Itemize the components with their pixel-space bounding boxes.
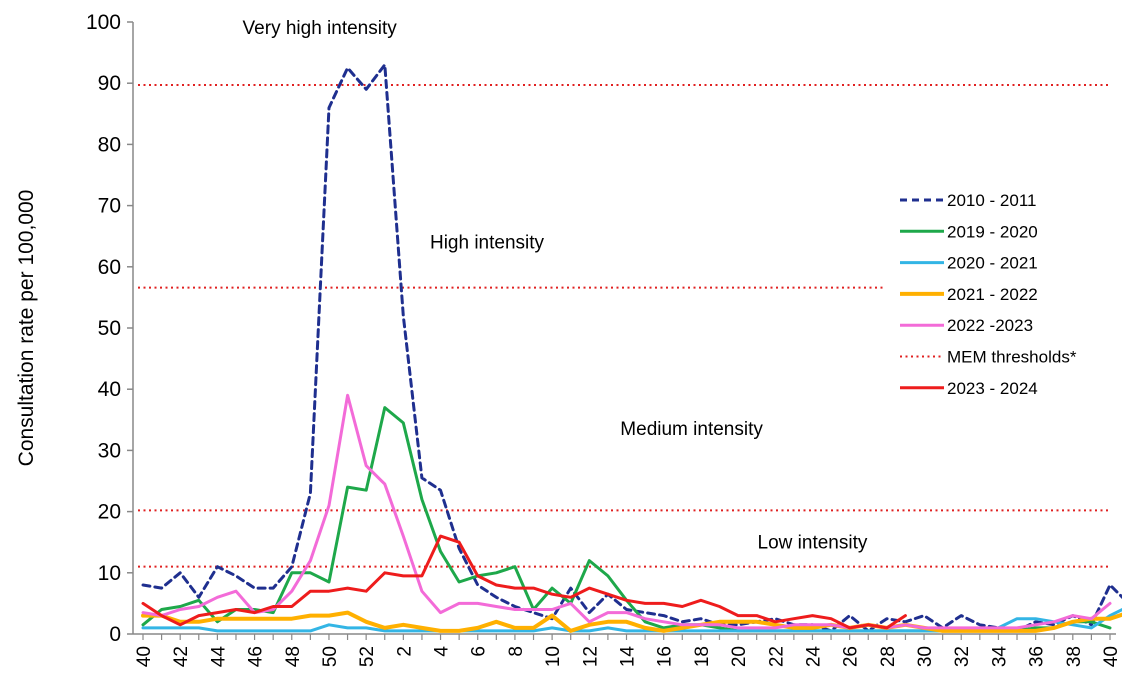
x-tick-label: 46 [246, 646, 267, 667]
x-tick-label: 38 [1064, 646, 1085, 667]
x-tick-label: 6 [469, 646, 490, 657]
x-tick-label: 4 [432, 646, 453, 657]
series-line [141, 406, 1112, 633]
legend-label: 2010 - 2011 [947, 191, 1036, 210]
y-tick-label: 30 [98, 439, 121, 462]
y-tick-label: 80 [98, 133, 121, 156]
x-tick-label: 18 [692, 646, 713, 667]
legend-label: MEM thresholds* [947, 348, 1077, 367]
axes-layer: Consultation rate per 100,000 [15, 22, 1116, 635]
x-tick-label: 44 [208, 646, 229, 668]
y-tick-label: 90 [98, 72, 121, 95]
intensity-zone-label: High intensity [430, 232, 545, 253]
intensity-zone-label: Very high intensity [243, 18, 398, 39]
zones-layer: Very high intensity High intensity Medium … [243, 18, 868, 553]
x-tick-label: 8 [506, 646, 527, 657]
y-axis-title: Consultation rate per 100,000 [15, 190, 38, 467]
legend-label: 2021 - 2022 [947, 285, 1038, 304]
series-layer [141, 63, 1122, 633]
legend: 2010 - 2011 2019 - 2020 2020 - 2021 2021 - … [900, 191, 1077, 398]
y-tick-label: 60 [98, 256, 121, 279]
y-tick-label: 40 [98, 378, 121, 401]
y-tick-label: 10 [98, 562, 121, 585]
y-tick-label: 100 [86, 11, 121, 34]
x-tick-label: 50 [320, 646, 341, 667]
intensity-zone-label: Medium intensity [620, 419, 763, 440]
x-tick-label: 28 [878, 646, 899, 667]
x-tick-label: 14 [618, 646, 639, 668]
x-tick-label: 12 [580, 646, 601, 667]
thresholds-layer [138, 84, 1110, 568]
x-tick-label: 22 [766, 646, 787, 667]
series-line [141, 610, 1122, 633]
y-tick-label: 0 [109, 623, 121, 646]
legend-label: 2020 - 2021 [947, 254, 1038, 273]
x-tick-label: 2 [394, 646, 415, 657]
x-tick-label: 26 [841, 646, 862, 667]
series-line [141, 534, 907, 630]
x-tick-label: 30 [915, 646, 936, 667]
y-tick-label: 50 [98, 317, 121, 340]
x-tick-label: 16 [655, 646, 676, 667]
y-tick-label: 70 [98, 195, 121, 218]
series-line [141, 393, 1112, 630]
legend-label: 2022 -2023 [947, 316, 1033, 335]
x-tick-label: 42 [171, 646, 192, 667]
legend-label: 2023 - 2024 [947, 379, 1038, 398]
x-tick-label: 34 [989, 646, 1010, 668]
x-tick-label: 40 [1101, 646, 1122, 667]
x-tick-label: 32 [952, 646, 973, 667]
y-tick-label: 20 [98, 501, 121, 524]
x-tick-label: 36 [1027, 646, 1048, 667]
x-tick-label: 48 [283, 646, 304, 667]
x-tick-label: 24 [803, 646, 824, 668]
x-tick-label: 52 [357, 646, 378, 667]
x-tick-label: 20 [729, 646, 750, 667]
x-tick-label: 40 [134, 646, 155, 667]
x-tick-label: 10 [543, 646, 564, 667]
legend-label: 2019 - 2020 [947, 222, 1038, 241]
intensity-zone-label: Low intensity [758, 532, 868, 553]
